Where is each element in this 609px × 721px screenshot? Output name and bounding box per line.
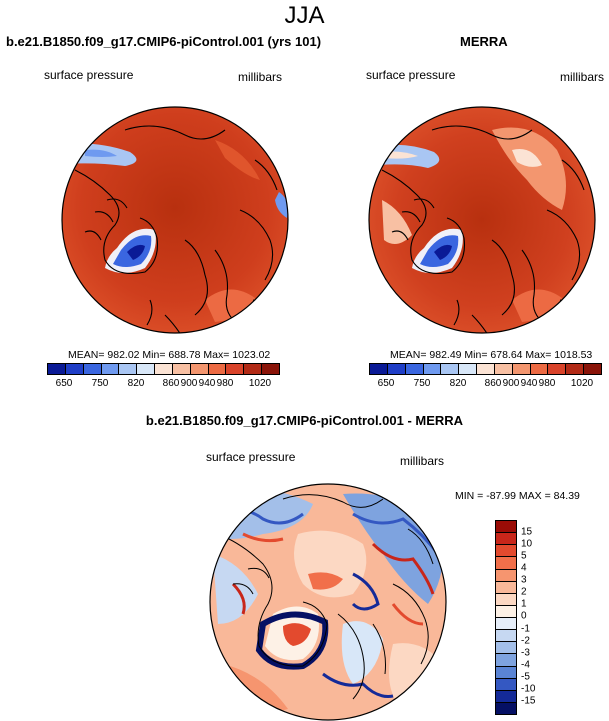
colorbar-tick: -5 bbox=[521, 671, 530, 683]
colorbar-tick: 2 bbox=[521, 586, 527, 598]
pressure-field bbox=[62, 107, 288, 333]
lightest-patch bbox=[512, 149, 542, 167]
colorbar-tick: 3 bbox=[521, 574, 527, 586]
colorbar-tick: 1020 bbox=[248, 378, 272, 389]
colorbar-ticks-merra: 650 750 820 860 900 940 980 1020 bbox=[369, 378, 600, 392]
colorbar-tick: 980 bbox=[538, 378, 556, 389]
panel-variable-label: surface pressure bbox=[206, 450, 296, 464]
colorbar-tick: 860 bbox=[162, 378, 180, 389]
panel-title-merra: MERRA bbox=[460, 34, 508, 49]
colorbar-tick: -1 bbox=[521, 623, 530, 635]
colorbar-tick: 4 bbox=[521, 562, 527, 574]
coastlines bbox=[74, 125, 281, 333]
colorbar-tick: -10 bbox=[521, 683, 536, 695]
colorbar-tick: 980 bbox=[216, 378, 234, 389]
colorbar-tick: 0 bbox=[521, 610, 527, 622]
colorbar-tick: 750 bbox=[91, 378, 109, 389]
colorbar-tick: -2 bbox=[521, 635, 530, 647]
map-boundary bbox=[61, 106, 289, 334]
colorbar-tick: -4 bbox=[521, 659, 530, 671]
greenland-core bbox=[434, 244, 452, 260]
colorbar-tick: 10 bbox=[521, 538, 533, 550]
panel-units-label: millibars bbox=[238, 70, 283, 84]
stats-label: MIN = -87.99 MAX = 84.39 bbox=[455, 490, 580, 502]
panel-units-label: millibars bbox=[400, 454, 445, 468]
colorbar-tick: 15 bbox=[521, 526, 533, 538]
warm-center-core bbox=[308, 572, 343, 590]
greenland-positive bbox=[283, 623, 311, 646]
colorbar-tick: 820 bbox=[127, 378, 145, 389]
cool-spot-east bbox=[275, 192, 288, 218]
map-boundary bbox=[368, 106, 596, 334]
colorbar-tick: 940 bbox=[520, 378, 538, 389]
colorbar-model bbox=[47, 363, 280, 375]
colorbar-tick: 1020 bbox=[570, 378, 594, 389]
colorbar-tick: 820 bbox=[449, 378, 467, 389]
light-region-north bbox=[215, 140, 260, 180]
colorbar-tick: 750 bbox=[413, 378, 431, 389]
colorbar-tick: 650 bbox=[55, 378, 73, 389]
panel-variable-label: surface pressure bbox=[366, 68, 456, 82]
light-region-north bbox=[492, 127, 566, 210]
colorbar-tick: 900 bbox=[180, 378, 198, 389]
colorbar-tick: 5 bbox=[521, 550, 527, 562]
polar-map-difference bbox=[209, 483, 447, 721]
greenland-strong-negative bbox=[255, 611, 329, 670]
light-region-west bbox=[382, 200, 412, 244]
panel-variable-label: surface pressure bbox=[44, 68, 134, 82]
colorbar-ticks-difference: 15 10 5 4 3 2 1 0 -1 -2 -3 -4 -5 -10 -15 bbox=[521, 520, 551, 713]
light-region-south bbox=[512, 289, 562, 322]
polar-map-model bbox=[61, 106, 289, 334]
panel-title-difference: b.e21.B1850.f09_g17.CMIP6-piControl.001 … bbox=[145, 413, 464, 428]
colorbar-tick: 650 bbox=[377, 378, 395, 389]
light-warm-south bbox=[389, 643, 443, 704]
cool-band-core bbox=[85, 149, 117, 157]
panel-units-label: millibars bbox=[560, 70, 605, 84]
colorbar-tick: 940 bbox=[198, 378, 216, 389]
colorbar-tick: -3 bbox=[521, 647, 530, 659]
light-region-south bbox=[205, 289, 255, 322]
coastlines bbox=[217, 494, 434, 700]
colorbar-tick: 900 bbox=[502, 378, 520, 389]
colorbar-tick: -15 bbox=[521, 695, 536, 707]
stats-label: MEAN= 982.02 Min= 688.78 Max= 1023.02 bbox=[68, 349, 271, 361]
panel-title-model: b.e21.B1850.f09_g17.CMIP6-piControl.001 … bbox=[6, 34, 322, 49]
colorbar-tick: 1 bbox=[521, 598, 527, 610]
figure-title: JJA bbox=[284, 2, 325, 29]
cool-region-west bbox=[213, 554, 258, 624]
colorbar-ticks-model: 650 750 820 860 900 940 980 1020 bbox=[47, 378, 278, 392]
colorbar-tick: 860 bbox=[484, 378, 502, 389]
stats-label: MEAN= 982.49 Min= 678.64 Max= 1018.53 bbox=[390, 349, 593, 361]
map-boundary bbox=[209, 483, 447, 721]
polar-map-merra bbox=[368, 106, 596, 334]
greenland-core bbox=[127, 244, 145, 260]
colorbar-difference bbox=[495, 520, 517, 715]
colorbar-merra bbox=[369, 363, 602, 375]
